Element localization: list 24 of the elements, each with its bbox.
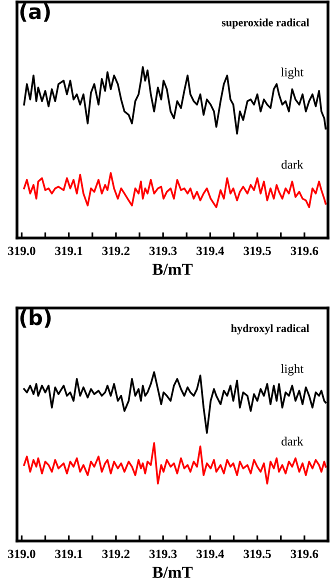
chart-subtitle: superoxide radical bbox=[222, 18, 310, 29]
x-tick-label: 319.6 bbox=[290, 550, 318, 558]
x-tick-label: 319.2 bbox=[102, 550, 130, 558]
series-label: light bbox=[280, 364, 304, 376]
x-tick-label: 319.1 bbox=[55, 550, 82, 558]
x-tick-label: 319.5 bbox=[244, 246, 271, 256]
x-axis-title: B/mT bbox=[152, 264, 193, 275]
x-tick-label: 319.6 bbox=[290, 246, 318, 256]
chart-subtitle: hydroxyl radical bbox=[231, 324, 310, 334]
chart-title: (a) bbox=[20, 3, 50, 22]
x-axis-title: B/mT bbox=[152, 566, 193, 578]
series-label: dark bbox=[282, 160, 304, 169]
x-tick-label: 319.4 bbox=[196, 246, 224, 256]
x-tick-label: 319.3 bbox=[149, 550, 177, 558]
x-tick-label: 319.4 bbox=[196, 550, 224, 558]
chart-title: (b) bbox=[20, 309, 51, 328]
x-tick-label: 319.1 bbox=[55, 246, 82, 256]
x-tick-label: 319.5 bbox=[244, 550, 271, 558]
x-tick-label: 319.0 bbox=[8, 246, 36, 256]
series-label: light bbox=[280, 68, 304, 79]
x-tick-label: 319.3 bbox=[149, 246, 177, 256]
series-label: dark bbox=[282, 436, 304, 446]
x-tick-label: 319.2 bbox=[102, 246, 130, 256]
x-tick-label: 319.0 bbox=[8, 550, 36, 558]
